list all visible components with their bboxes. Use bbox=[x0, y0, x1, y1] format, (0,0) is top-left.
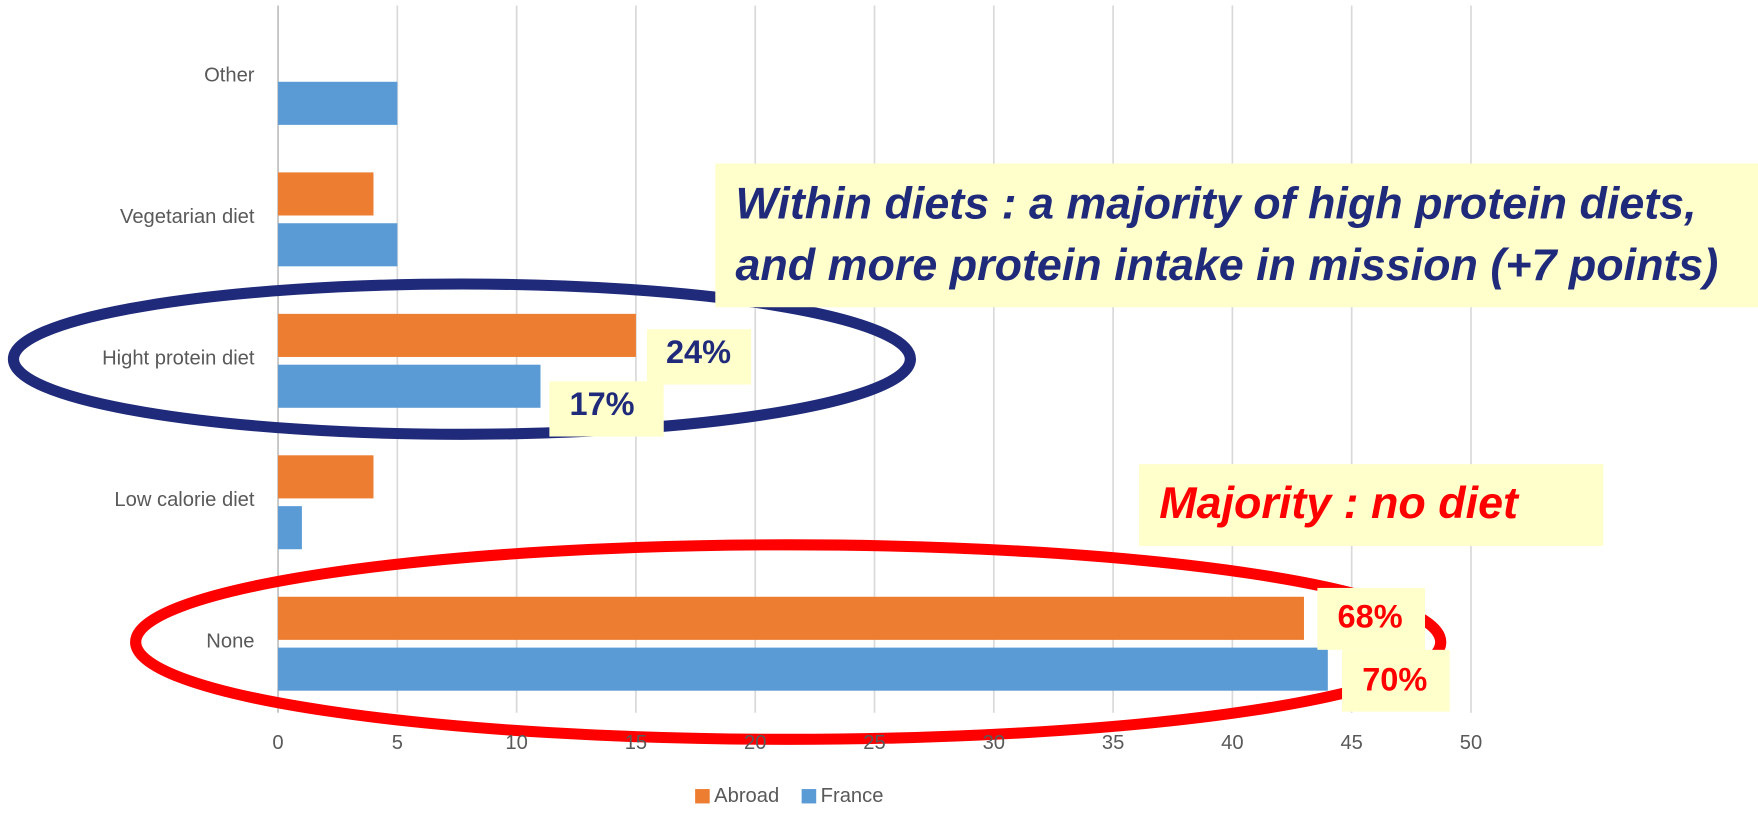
note-box bbox=[715, 163, 1758, 308]
annotation: 17% bbox=[570, 386, 635, 422]
legend-swatch bbox=[801, 789, 817, 804]
annotation: 70% bbox=[1362, 662, 1427, 698]
y-tick-label: Vegetarian diet bbox=[120, 206, 255, 228]
y-tick-label: Other bbox=[204, 65, 255, 87]
x-tick-label: 15 bbox=[625, 732, 647, 754]
annotation: and more protein intake in mission (+7 p… bbox=[735, 242, 1718, 291]
bar bbox=[278, 223, 398, 267]
bar bbox=[278, 596, 1304, 640]
bar bbox=[278, 172, 374, 216]
y-tick-label: None bbox=[206, 630, 254, 652]
annotation: 68% bbox=[1338, 599, 1403, 635]
note-box bbox=[549, 381, 664, 437]
x-tick-label: 50 bbox=[1460, 732, 1482, 754]
bar bbox=[278, 506, 302, 550]
bar bbox=[278, 455, 374, 499]
x-tick-label: 10 bbox=[505, 732, 527, 754]
x-tick-label: 40 bbox=[1221, 732, 1243, 754]
x-tick-label: 45 bbox=[1340, 732, 1362, 754]
y-tick-label: Low calorie diet bbox=[114, 489, 255, 511]
bar bbox=[278, 647, 1328, 691]
note-box bbox=[646, 329, 752, 385]
annotation: 24% bbox=[666, 334, 731, 370]
annotation: Within diets : a majority of high protei… bbox=[735, 180, 1696, 229]
note-box bbox=[1139, 464, 1604, 546]
bars bbox=[278, 81, 1328, 691]
x-tick-label: 5 bbox=[392, 732, 403, 754]
highlight-ellipse bbox=[7, 278, 916, 440]
highlight-ellipse bbox=[130, 539, 1447, 745]
bar bbox=[278, 81, 398, 125]
x-tick-label: 20 bbox=[744, 732, 766, 754]
legend-label: Abroad bbox=[714, 785, 779, 807]
annotation: Majority : no diet bbox=[1159, 479, 1520, 528]
y-tick-label: Hight protein diet bbox=[102, 348, 255, 370]
bar bbox=[278, 313, 636, 357]
x-tick-label: 30 bbox=[983, 732, 1005, 754]
labels: 0 5 10 15 20 25 30 35 40 45 50 None Low calorie diet… bbox=[102, 65, 1482, 807]
legend-swatch bbox=[695, 789, 710, 804]
note-box bbox=[1317, 587, 1426, 650]
x-tick-label: 0 bbox=[272, 732, 283, 754]
bar bbox=[278, 364, 541, 408]
note-box bbox=[1342, 649, 1450, 712]
legend-label: France bbox=[821, 785, 884, 807]
x-tick-label: 35 bbox=[1102, 732, 1124, 754]
x-tick-label: 25 bbox=[863, 732, 885, 754]
